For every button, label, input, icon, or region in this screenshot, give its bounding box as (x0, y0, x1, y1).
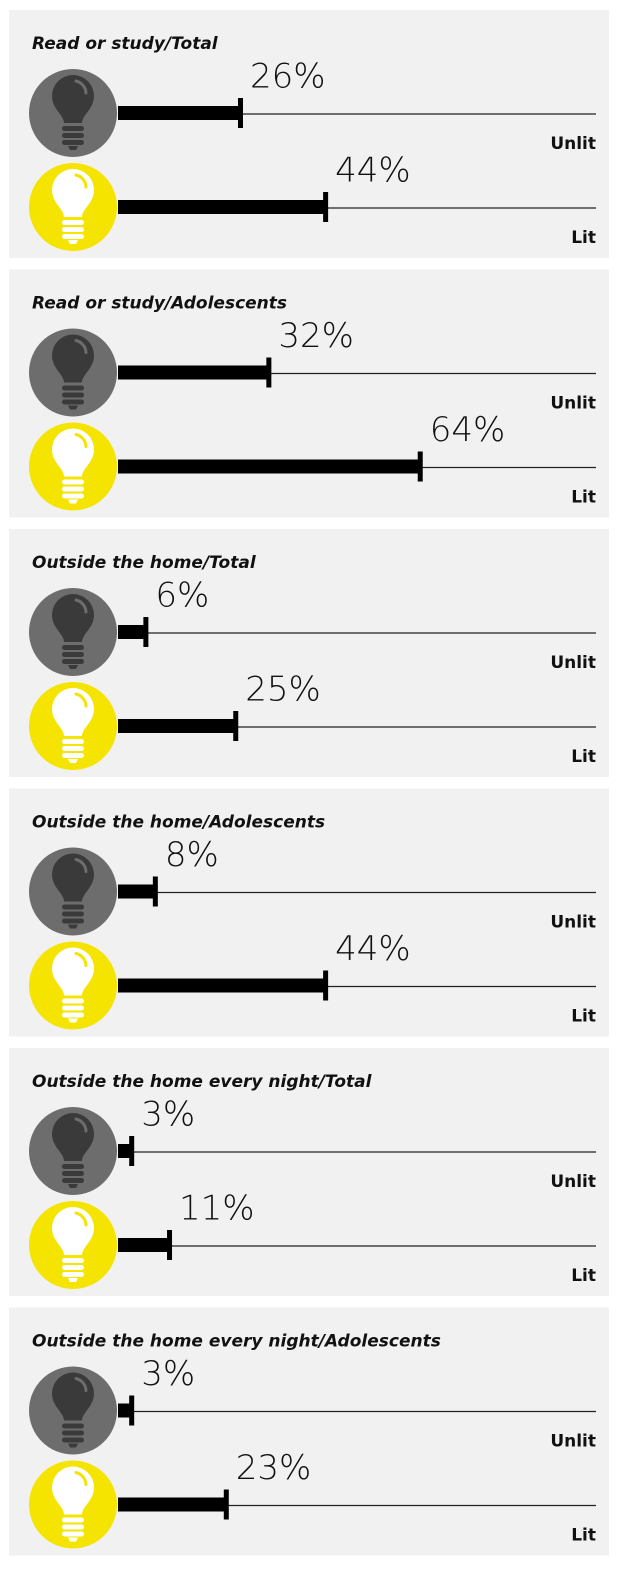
bar (118, 459, 421, 474)
panel-title: Read or study/Adolescents (32, 294, 287, 314)
bulb-highlight (74, 79, 88, 95)
bar (118, 1497, 227, 1512)
bar (118, 884, 156, 899)
bar (118, 719, 237, 733)
value-label: 44% (335, 929, 411, 969)
value-label: 11% (179, 1189, 255, 1229)
bulb-highlight (74, 598, 88, 614)
bar (118, 978, 327, 993)
bulb-highlight (74, 692, 88, 708)
value-label: 8% (165, 835, 219, 875)
category-label: Lit (571, 1526, 596, 1546)
value-label: 44% (335, 151, 411, 191)
panel-title: Outside the home every night/Adolescents (32, 1332, 441, 1352)
bulb-highlight (74, 858, 88, 873)
bar (118, 1403, 133, 1418)
value-label: 32% (278, 316, 354, 356)
bar-end-tick (237, 98, 243, 128)
category-label: Unlit (550, 1432, 596, 1452)
value-label: 3% (141, 1354, 195, 1394)
panel-title: Outside the home/Total (32, 553, 257, 573)
bar (118, 1238, 171, 1252)
category-label: Unlit (550, 653, 596, 673)
category-label: Lit (571, 488, 596, 508)
bar-end-tick (233, 711, 239, 741)
bulb-highlight (74, 433, 88, 448)
bar-end-tick (143, 617, 149, 647)
category-label: Unlit (550, 913, 596, 933)
bar-end-tick (323, 970, 329, 1001)
category-label: Lit (571, 747, 596, 767)
value-label: 64% (430, 410, 506, 450)
bar (118, 1144, 133, 1158)
bar-end-tick (152, 876, 158, 907)
bulb-highlight (74, 952, 88, 967)
bulb-highlight (74, 173, 88, 189)
panel-title: Outside the home/Adolescents (32, 813, 325, 833)
value-label: 26% (250, 57, 326, 97)
value-label: 25% (245, 670, 321, 710)
bulb-highlight (74, 1117, 88, 1133)
panel: Outside the home every night/Adolescents… (9, 1307, 609, 1556)
bulb-highlight (74, 1211, 88, 1227)
bulb-highlight (74, 1377, 88, 1392)
bar-end-tick (223, 1489, 229, 1520)
category-label: Unlit (550, 394, 596, 414)
bar (118, 365, 270, 380)
bar (118, 106, 241, 120)
category-label: Unlit (550, 1172, 596, 1192)
panel: Read or study/Total 26% Unlit 44% Lit (9, 10, 609, 258)
bar-end-tick (129, 1136, 135, 1166)
panel-title: Read or study/Total (32, 34, 219, 54)
bar (118, 200, 327, 214)
value-label: 6% (155, 576, 209, 616)
bulb-highlight (74, 1471, 88, 1486)
value-label: 3% (141, 1095, 195, 1135)
bar (118, 625, 147, 639)
category-label: Lit (571, 228, 596, 248)
value-label: 23% (236, 1448, 312, 1488)
panel-title: Outside the home every night/Total (32, 1072, 373, 1092)
bar-end-tick (129, 1395, 135, 1426)
panel: Outside the home every night/Total 3% Unli… (9, 1048, 609, 1296)
bar-end-tick (417, 451, 423, 482)
category-label: Lit (571, 1266, 596, 1286)
bar-end-tick (266, 357, 272, 388)
bar-end-tick (167, 1230, 173, 1260)
bulb-highlight (74, 339, 88, 354)
panel: Outside the home/Total 6% Unlit 25% Lit (9, 529, 609, 777)
category-label: Unlit (550, 134, 596, 154)
bar-end-tick (323, 192, 329, 222)
category-label: Lit (571, 1007, 596, 1027)
